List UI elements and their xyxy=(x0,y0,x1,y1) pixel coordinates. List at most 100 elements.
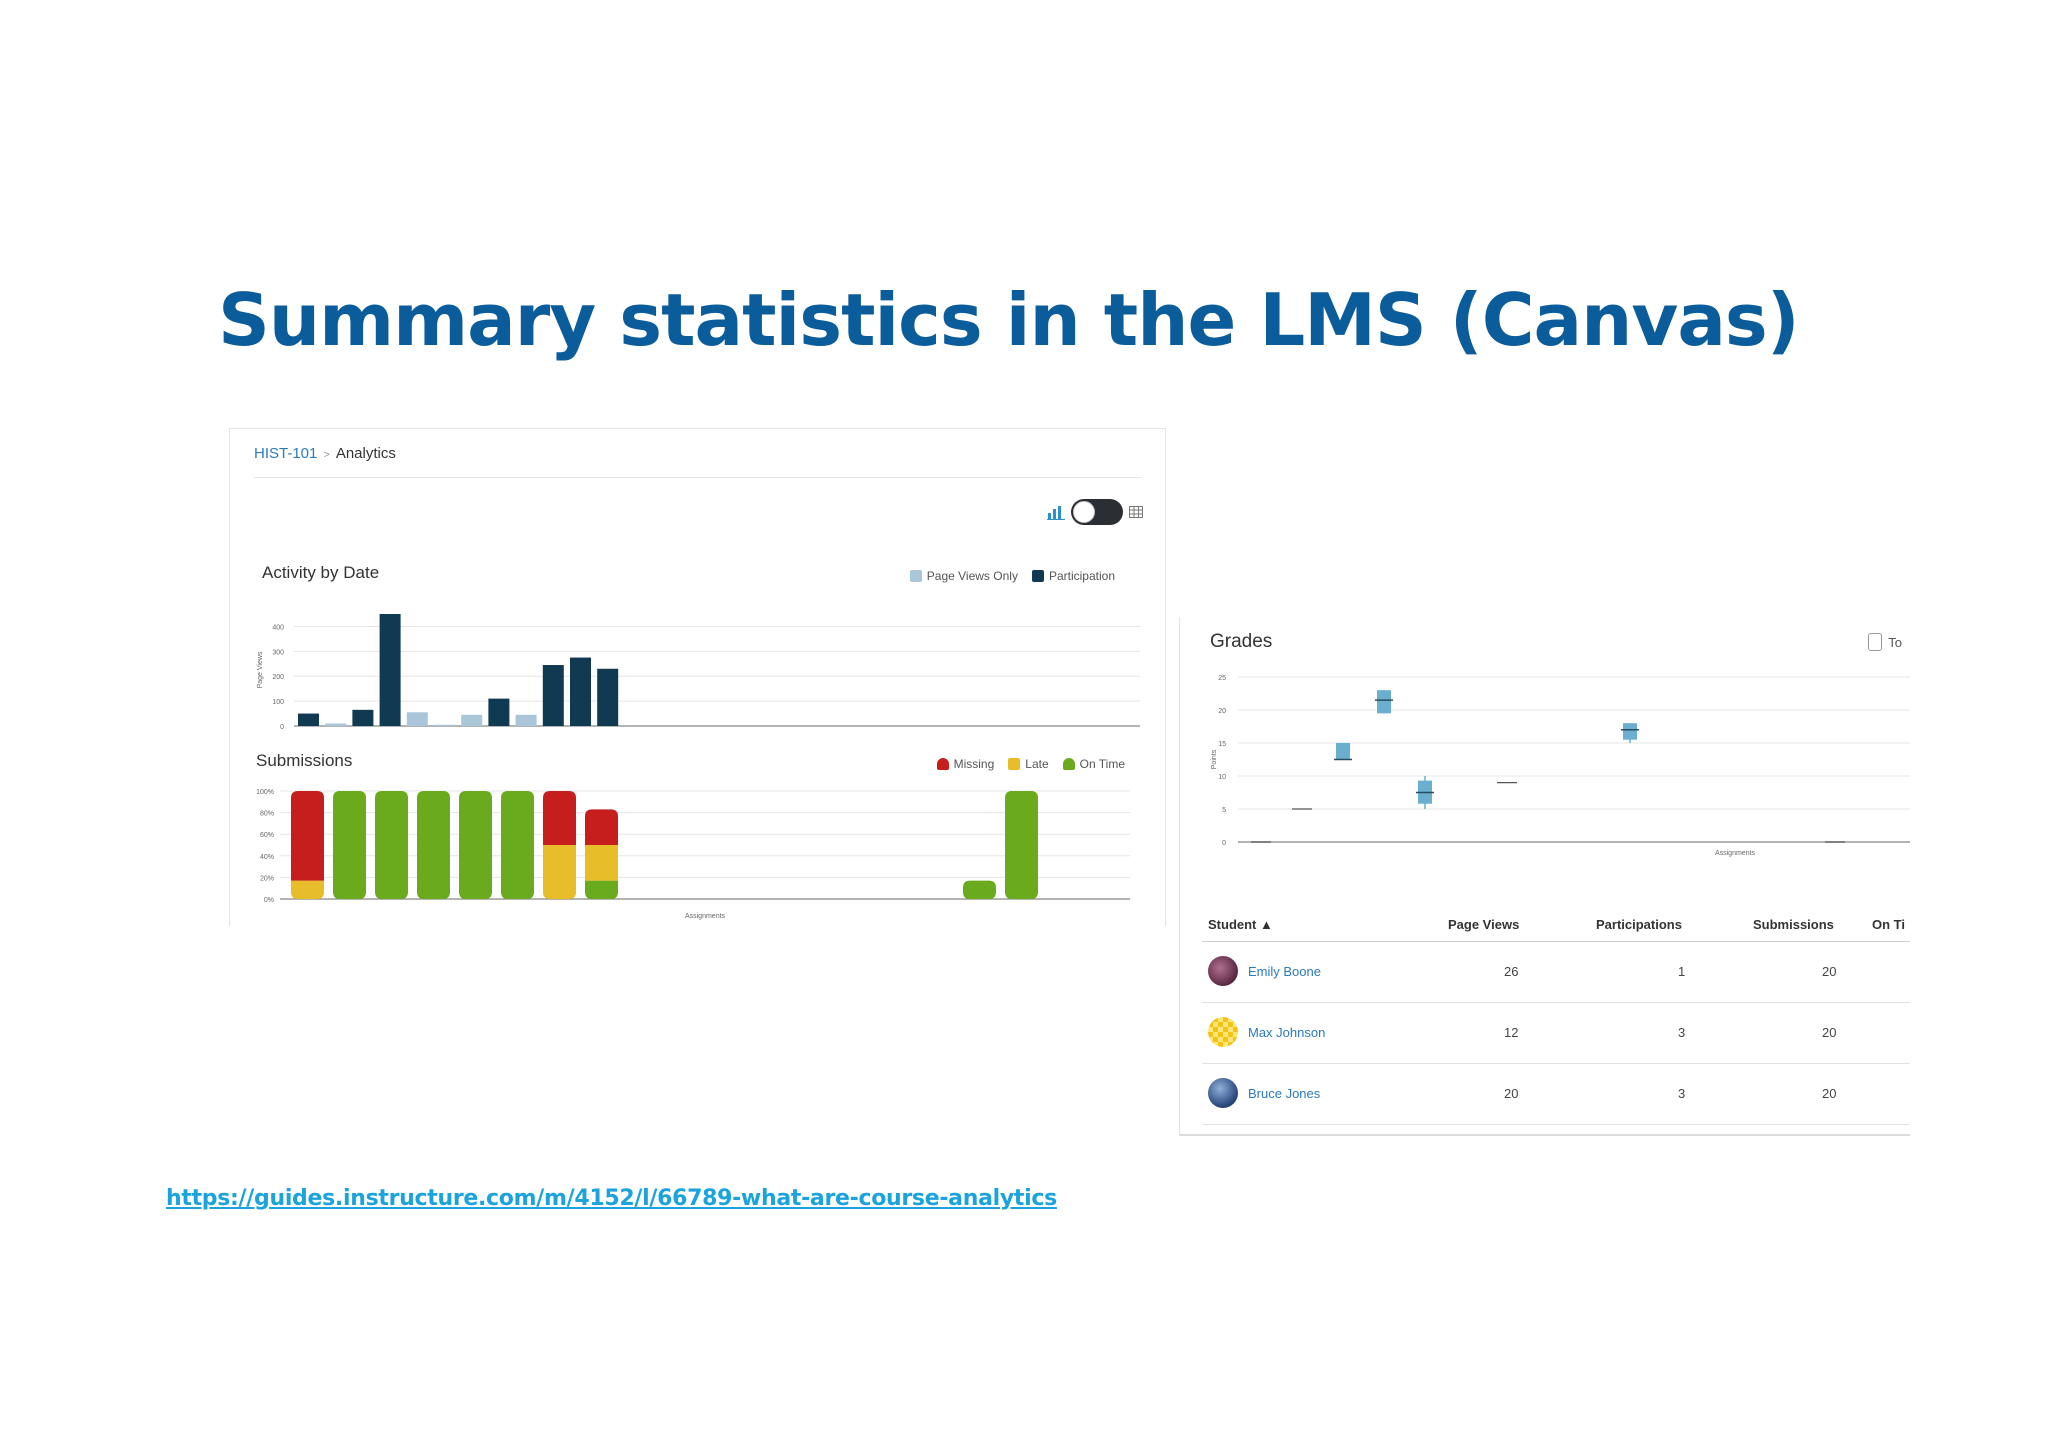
grades-chart: 0 5 10 15 20 25 Points Assignments xyxy=(1211,675,1910,857)
grade-box xyxy=(1623,723,1637,740)
submissions-cell: 20 xyxy=(1822,964,1837,979)
activity-chart: 0 100 200 300 400 Page Views xyxy=(257,614,1140,731)
total-checkbox-icon xyxy=(1868,633,1883,651)
submission-bar-segment xyxy=(543,845,576,899)
breadcrumb: HIST-101 > Analytics xyxy=(254,445,396,462)
table-row: Max Johnson 12 3 20 xyxy=(1202,1003,1910,1064)
missing-swatch xyxy=(936,758,949,770)
legend-item-page-views[interactable]: Page Views Only xyxy=(909,569,1018,583)
y-axis-label: Points xyxy=(1211,749,1218,769)
y-tick-label: 400 xyxy=(272,624,284,631)
student-name-link[interactable]: Bruce Jones xyxy=(1248,1086,1321,1101)
submission-bar-segment xyxy=(1005,791,1038,899)
submission-bar-segment xyxy=(585,845,618,881)
legend-item-missing[interactable]: Missing xyxy=(936,757,995,771)
activity-title: Activity by Date xyxy=(262,563,380,582)
legend-label: Missing xyxy=(953,757,995,771)
submission-bar-segment xyxy=(963,880,996,899)
column-header-submissions[interactable]: Submissions xyxy=(1753,917,1834,932)
column-header-participations[interactable]: Participations xyxy=(1596,917,1682,932)
page-views-swatch xyxy=(909,570,922,582)
submissions-title: Submissions xyxy=(256,751,353,770)
activity-bar xyxy=(542,665,564,726)
student-name-link[interactable]: Emily Boone xyxy=(1248,964,1321,979)
analytics-panel: HIST-101 > Analytics Activity by Date Page… xyxy=(229,428,1166,926)
submission-bar-segment xyxy=(585,809,618,845)
bar-chart-icon[interactable] xyxy=(1047,504,1065,520)
avatar xyxy=(1208,1017,1238,1047)
y-tick-label: 20% xyxy=(260,875,274,882)
x-axis-label: Assignments xyxy=(685,913,726,920)
submission-bar-segment xyxy=(543,791,576,845)
submissions-cell: 20 xyxy=(1822,1086,1837,1101)
participations-cell: 3 xyxy=(1678,1025,1686,1040)
legend-label: On Time xyxy=(1079,757,1125,771)
breadcrumb-course-link[interactable]: HIST-101 xyxy=(254,445,318,462)
column-header-page-views[interactable]: Page Views xyxy=(1448,917,1520,932)
activity-bar xyxy=(379,614,401,726)
submission-bar-segment xyxy=(459,791,492,899)
submission-bar-segment xyxy=(375,791,408,899)
submission-bar-segment xyxy=(333,791,366,899)
y-tick-label: 200 xyxy=(272,674,284,681)
breadcrumb-divider xyxy=(254,477,1141,478)
on-time-swatch xyxy=(1062,758,1075,770)
avatar xyxy=(1208,1078,1238,1108)
view-toggle-switch[interactable] xyxy=(1071,499,1123,525)
y-tick-label: 20 xyxy=(1218,708,1226,715)
toggle-knob xyxy=(1073,501,1095,523)
activity-bar xyxy=(461,714,483,726)
total-toggle-label: To xyxy=(1888,634,1902,650)
legend-item-late[interactable]: Late xyxy=(1008,757,1049,771)
page-views-cell: 26 xyxy=(1504,964,1519,979)
activity-bar xyxy=(515,714,537,726)
y-axis-label: Page Views xyxy=(257,651,264,688)
legend-label: Page Views Only xyxy=(926,569,1018,583)
table-row: Emily Boone 26 1 20 xyxy=(1202,942,1910,1003)
table-header-row: Student ▲ Page Views Participations Subm… xyxy=(1202,907,1910,942)
activity-bar xyxy=(406,712,428,726)
y-tick-label: 100 xyxy=(272,699,284,706)
activity-bar xyxy=(352,709,374,726)
column-header-on-time[interactable]: On Ti xyxy=(1872,917,1905,932)
legend-label: Participation xyxy=(1048,569,1115,583)
legend-label: Late xyxy=(1025,757,1049,771)
activity-bar xyxy=(298,713,319,726)
submission-bar-segment xyxy=(291,791,324,881)
total-toggle[interactable]: To xyxy=(1868,633,1902,651)
submissions-cell: 20 xyxy=(1822,1025,1837,1040)
y-tick-label: 40% xyxy=(260,854,274,861)
y-tick-label: 5 xyxy=(1222,807,1226,814)
slide-title: Summary statistics in the LMS (Canvas) xyxy=(218,278,1800,362)
student-name-link[interactable]: Max Johnson xyxy=(1248,1025,1326,1040)
activity-bar xyxy=(488,698,510,726)
participations-cell: 1 xyxy=(1678,964,1686,979)
legend-item-on-time[interactable]: On Time xyxy=(1062,757,1125,771)
y-tick-label: 0 xyxy=(1222,840,1226,847)
y-tick-label: 60% xyxy=(260,832,274,839)
submission-bar-segment xyxy=(291,880,324,899)
activity-bar xyxy=(570,657,591,726)
submissions-legend: Missing Late On Time xyxy=(936,757,1125,771)
source-link[interactable]: https://guides.instructure.com/m/4152/l/… xyxy=(166,1186,1057,1211)
y-tick-label: 15 xyxy=(1218,741,1226,748)
y-tick-label: 0% xyxy=(264,897,274,904)
activity-bar xyxy=(597,668,619,726)
activity-bar xyxy=(434,724,455,726)
column-header-student[interactable]: Student ▲ xyxy=(1208,917,1273,932)
legend-item-participation[interactable]: Participation xyxy=(1031,569,1115,583)
y-tick-label: 0 xyxy=(280,724,284,731)
view-toggle-group xyxy=(1047,499,1143,525)
grade-box xyxy=(1377,690,1391,714)
grades-title: Grades xyxy=(1210,631,1273,652)
page-views-cell: 20 xyxy=(1504,1086,1519,1101)
table-icon[interactable] xyxy=(1129,506,1143,518)
y-tick-label: 10 xyxy=(1218,774,1226,781)
activity-bar xyxy=(325,723,347,726)
avatar xyxy=(1208,956,1238,986)
y-tick-label: 80% xyxy=(260,811,274,818)
page-views-cell: 12 xyxy=(1504,1025,1519,1040)
y-tick-label: 100% xyxy=(256,789,274,796)
y-tick-label: 25 xyxy=(1218,675,1226,682)
students-table: Student ▲ Page Views Participations Subm… xyxy=(1202,907,1910,1125)
